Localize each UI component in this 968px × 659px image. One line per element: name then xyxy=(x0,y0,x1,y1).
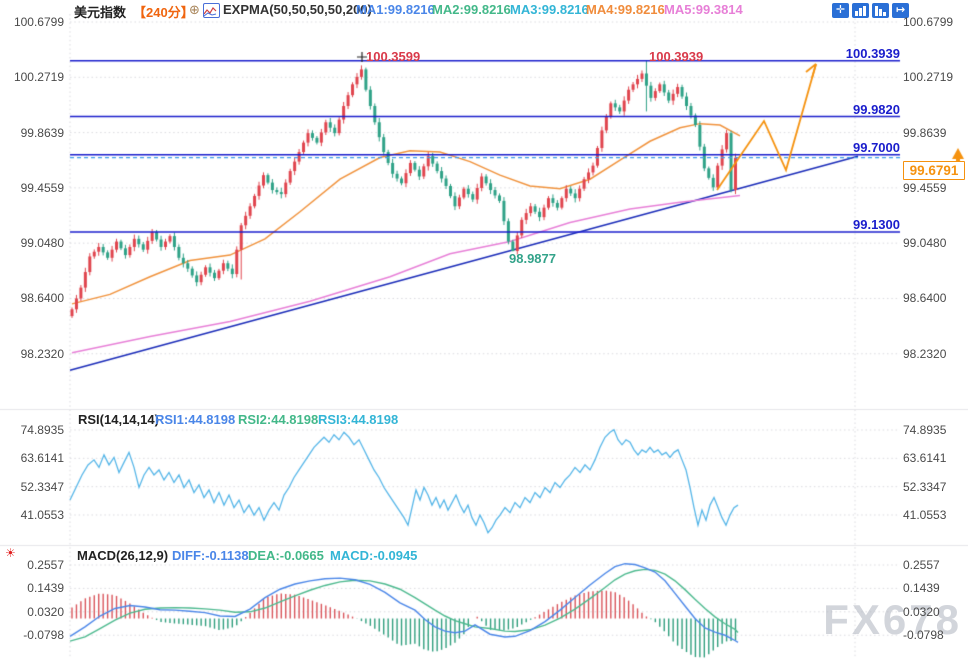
value-label: MA4:99.8216 xyxy=(586,2,665,17)
rsi-axis-right: 52.3347 xyxy=(903,479,947,494)
macd-axis-left: 0.1439 xyxy=(27,581,64,596)
indicator-title[interactable]: EXPMA(50,50,50,50,200) xyxy=(223,2,372,17)
rsi-axis-right: 41.0553 xyxy=(903,507,947,522)
value-label: DEA:-0.0665 xyxy=(248,548,324,563)
price-axis-left: 99.8639 xyxy=(20,125,64,140)
chart-axis-icon[interactable] xyxy=(852,3,869,18)
peak-annotation-2: 100.3939 xyxy=(649,49,704,64)
price-axis-right: 99.0480 xyxy=(903,236,947,251)
price-axis-left: 98.2320 xyxy=(20,346,64,361)
value-label: MA1:99.8216 xyxy=(356,2,435,17)
chart-bars-icon[interactable] xyxy=(872,3,889,18)
price-axis-right: 99.8639 xyxy=(903,125,947,140)
rsi-axis-left: 41.0553 xyxy=(20,507,64,522)
add-indicator-icon[interactable]: ⊕ xyxy=(189,2,200,17)
alert-sun-icon[interactable]: ☀ xyxy=(5,546,16,560)
macd-axis-left: 0.2557 xyxy=(27,558,64,572)
rsi-axis-right: 74.8935 xyxy=(903,423,947,437)
level-label: 99.1300 xyxy=(853,217,900,233)
period-label[interactable]: 【240分】 xyxy=(133,5,194,20)
peak-annotation-1: 100.3599 xyxy=(366,49,421,64)
price-axis-left: 99.0480 xyxy=(20,236,64,251)
price-axis-right: 100.2719 xyxy=(903,70,954,85)
rsi-axis-left: 63.6141 xyxy=(20,451,64,466)
price-axis-left: 99.4559 xyxy=(20,180,64,195)
price-axis-right: 100.6799 xyxy=(903,15,954,29)
value-label: RSI2:44.8198 xyxy=(238,412,319,427)
price-axis-left: 98.6400 xyxy=(20,291,64,306)
macd-axis-left: -0.0798 xyxy=(23,628,64,643)
value-label: MA5:99.3814 xyxy=(664,2,743,17)
move-icon[interactable]: ✛ xyxy=(832,3,849,18)
level-label: 99.9820 xyxy=(853,101,900,117)
price-axis-left: 100.6799 xyxy=(13,15,64,29)
macd-axis-right: 0.1439 xyxy=(903,581,940,596)
rsi-axis-right: 63.6141 xyxy=(903,451,947,466)
macd-axis-right: 0.0320 xyxy=(903,604,940,619)
watermark: FX678 xyxy=(823,596,962,643)
rsi-axis-left: 52.3347 xyxy=(20,479,64,494)
low-annotation: 98.9877 xyxy=(509,251,556,266)
candle-chart-icon[interactable] xyxy=(203,3,220,18)
price-axis-left: 100.2719 xyxy=(13,70,64,85)
macd-axis-right: 0.2557 xyxy=(903,558,940,572)
current-price-box: 99.6791 xyxy=(903,161,965,180)
value-label: DIFF:-0.1138 xyxy=(172,548,249,563)
value-label: MACD:-0.0945 xyxy=(330,548,418,563)
value-label: RSI3:44.8198 xyxy=(318,412,399,427)
price-axis-right: 98.2320 xyxy=(903,346,947,361)
price-axis-right: 99.4559 xyxy=(903,180,947,195)
value-label: MA2:99.8216 xyxy=(432,2,511,17)
value-label: MA3:99.8216 xyxy=(510,2,589,17)
chart-toolbar: ✛ ↦ xyxy=(832,3,909,18)
price-axis-right: 98.6400 xyxy=(903,291,947,306)
exit-icon[interactable]: ↦ xyxy=(892,3,909,18)
macd-title[interactable]: MACD(26,12,9) xyxy=(77,548,169,563)
value-label: RSI1:44.8198 xyxy=(155,412,236,427)
level-label: 100.3939 xyxy=(845,45,900,61)
macd-axis-left: 0.0320 xyxy=(27,604,64,619)
rsi-axis-left: 74.8935 xyxy=(20,423,64,437)
symbol-title: 美元指数 xyxy=(74,5,127,20)
macd-axis-right: -0.0798 xyxy=(903,628,944,643)
rsi-title[interactable]: RSI(14,14,14) xyxy=(78,412,159,427)
level-label: 99.7000 xyxy=(853,139,900,155)
